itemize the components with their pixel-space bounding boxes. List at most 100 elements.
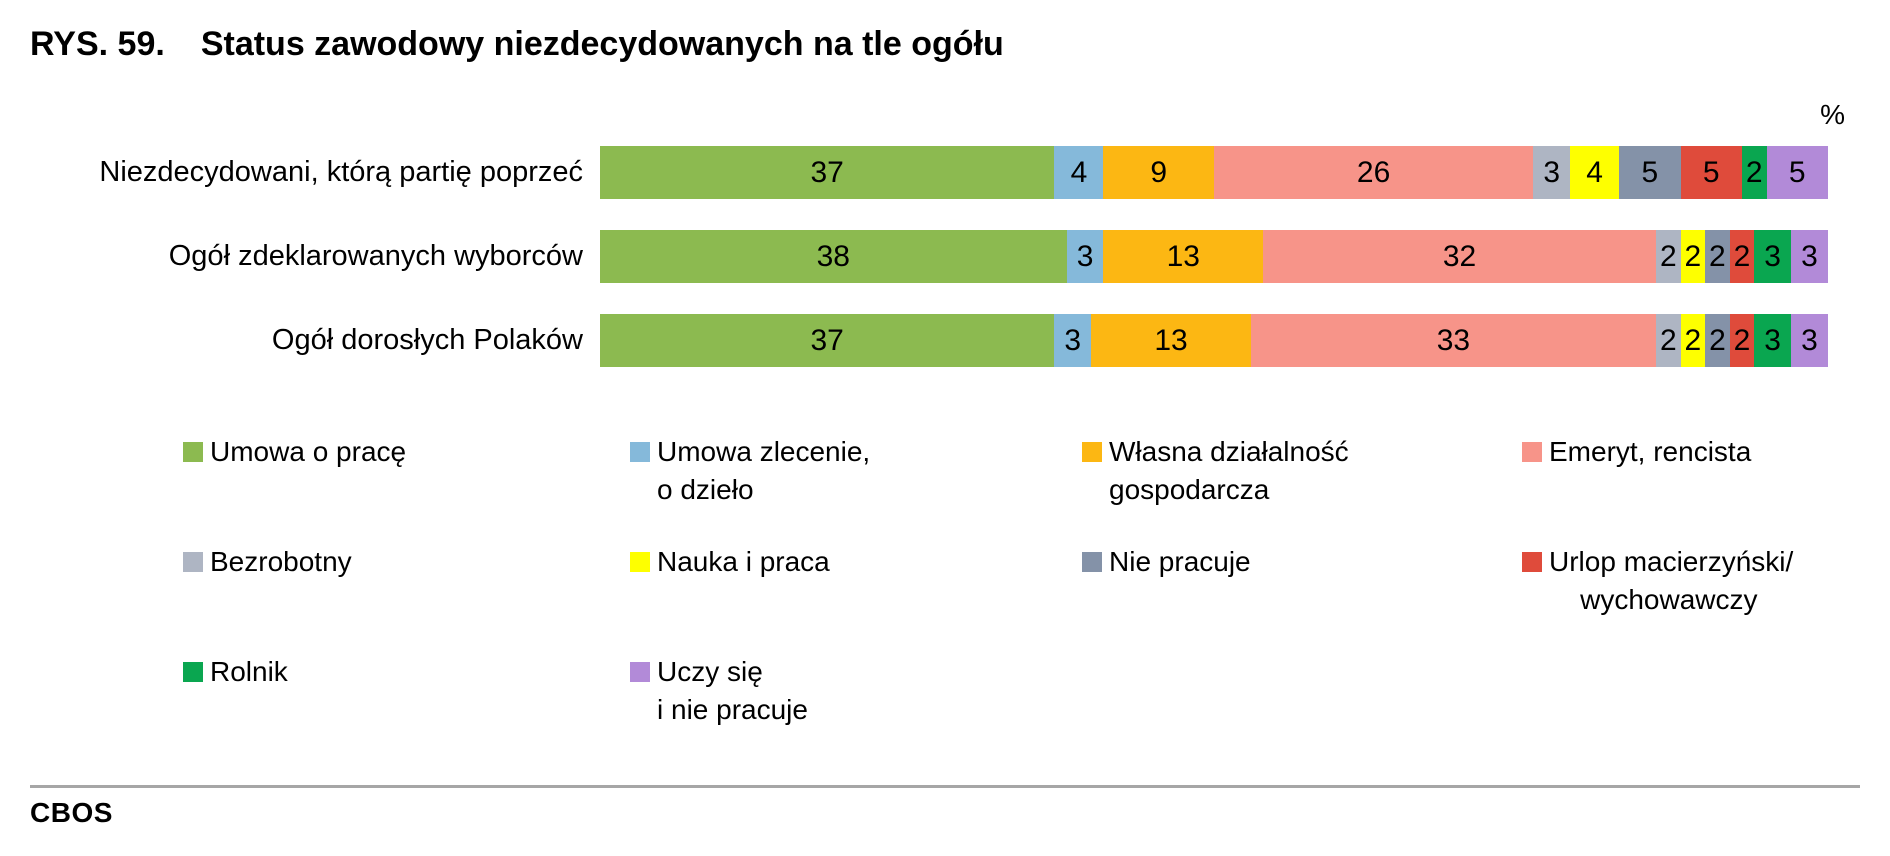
bar-row: Ogół dorosłych Polaków 37 3 13 33 2 2 2 2 3 3: [0, 314, 1890, 367]
legend-label: Własna działalność gospodarcza: [1109, 436, 1349, 505]
footer-divider: [30, 785, 1860, 788]
bar-segment: 3: [1066, 230, 1104, 283]
segment-value-label: 9: [1150, 155, 1168, 189]
bar-segment: 2: [1656, 230, 1681, 283]
legend-item: Nauka i praca: [630, 543, 1082, 581]
bar-segment: 3: [1754, 230, 1792, 283]
segment-value-label: 2: [1684, 323, 1702, 357]
bar-segment: 13: [1103, 230, 1264, 283]
legend-label: Emeryt, rencista: [1549, 436, 1752, 467]
legend-swatch: [630, 442, 650, 462]
bar-segment: 5: [1680, 146, 1742, 199]
segment-value-label: 37: [810, 323, 844, 357]
legend-swatch: [183, 442, 203, 462]
bar-segment: 37: [600, 314, 1055, 367]
legend-label: Umowa zlecenie, o dzieło: [657, 436, 871, 505]
segment-value-label: 5: [1702, 155, 1720, 189]
legend-item: Urlop macierzyński/ wychowawczy: [1522, 543, 1890, 619]
segment-value-label: 13: [1154, 323, 1188, 357]
segment-value-label: 3: [1543, 155, 1560, 189]
bar-segment: 4: [1054, 146, 1104, 199]
stacked-bar: 37 3 13 33 2 2 2 2 3 3: [600, 314, 1828, 367]
bar-segment: 3: [1054, 314, 1092, 367]
bar-segment: 38: [600, 230, 1067, 283]
figure-footer: CBOS: [0, 785, 1890, 829]
segment-value-label: 3: [1764, 323, 1781, 357]
legend-item: Uczy się i nie pracuje: [630, 653, 1082, 729]
segment-value-label: 2: [1709, 239, 1726, 273]
bar-segment: 26: [1213, 146, 1534, 199]
legend-swatch: [630, 552, 650, 572]
bar-segment: 2: [1656, 314, 1681, 367]
figure-number: RYS. 59.: [30, 25, 165, 63]
bar-segment: 2: [1680, 230, 1706, 283]
stacked-bar: 37 4 9 26 3 4 5 5 2 5: [600, 146, 1828, 199]
segment-value-label: 3: [1801, 239, 1818, 273]
bar-segment: 4: [1570, 146, 1620, 199]
legend-label: Umowa o pracę: [210, 436, 407, 467]
bar-segment: 3: [1791, 314, 1828, 367]
stacked-bar-chart: Niezdecydowani, którą partię poprzeć 37 4 9…: [0, 146, 1890, 367]
legend-label: Uczy się i nie pracuje: [657, 656, 808, 725]
legend-swatch: [183, 552, 203, 572]
segment-value-label: 2: [1709, 323, 1726, 357]
bar-segment: 2: [1680, 314, 1706, 367]
bar-segment: 2: [1729, 230, 1755, 283]
legend-swatch: [1522, 552, 1542, 572]
legend-item: Nie pracuje: [1082, 543, 1522, 581]
legend-label: Nie pracuje: [1109, 546, 1251, 577]
bar-segment: 3: [1791, 230, 1828, 283]
bar-row: Ogół zdeklarowanych wyborców 38 3 13 32 2 2 2 2 3…: [0, 230, 1890, 283]
legend-item: Rolnik: [183, 653, 630, 691]
bar-segment: 33: [1250, 314, 1657, 367]
segment-value-label: 32: [1442, 239, 1477, 273]
segment-value-label: 5: [1641, 155, 1659, 189]
segment-value-label: 3: [1764, 239, 1781, 273]
bar-segment: 3: [1754, 314, 1792, 367]
bar-row-label: Ogół zdeklarowanych wyborców: [168, 240, 583, 272]
stacked-bar: 38 3 13 32 2 2 2 2 3 3: [600, 230, 1828, 283]
bar-segment: 32: [1263, 230, 1657, 283]
axis-unit-row: %: [0, 98, 1890, 132]
segment-value-label: 13: [1166, 239, 1200, 273]
figure-header: RYS. 59. Status zawodowy niezdecydowanyc…: [0, 0, 1890, 66]
legend-item: Umowa o pracę: [183, 433, 630, 471]
bar-segment: 3: [1533, 146, 1571, 199]
segment-value-label: 3: [1076, 239, 1094, 273]
chart-legend: Umowa o pracę Umowa zlecenie, o dzieło Wła…: [183, 433, 1890, 729]
bar-row-label: Ogół dorosłych Polaków: [271, 324, 583, 356]
segment-value-label: 4: [1586, 155, 1603, 189]
legend-swatch: [630, 662, 650, 682]
segment-value-label: 37: [810, 155, 844, 189]
legend-swatch: [1082, 552, 1102, 572]
segment-value-label: 5: [1788, 155, 1806, 189]
bar-segment: 9: [1103, 146, 1214, 199]
legend-item: Bezrobotny: [183, 543, 630, 581]
bar-segment: 2: [1705, 230, 1730, 283]
bar-row-label: Niezdecydowani, którą partię poprzeć: [99, 156, 583, 188]
segment-value-label: 2: [1745, 155, 1763, 189]
segment-value-label: 2: [1733, 323, 1751, 357]
bar-segment: 5: [1766, 146, 1828, 199]
segment-value-label: 33: [1436, 323, 1471, 357]
bar-segment: 5: [1619, 146, 1681, 199]
segment-value-label: 38: [816, 239, 850, 273]
cbos-logo: CBOS: [30, 797, 113, 828]
bar-row: Niezdecydowani, którą partię poprzeć 37 4 9…: [0, 146, 1890, 199]
bar-segment: 13: [1091, 314, 1251, 367]
legend-label: Rolnik: [210, 656, 288, 687]
segment-value-label: 2: [1684, 239, 1702, 273]
bar-segment: 2: [1705, 314, 1730, 367]
legend-item: Umowa zlecenie, o dzieło: [630, 433, 1082, 509]
figure-title: Status zawodowy niezdecydowanych na tle …: [200, 25, 1004, 63]
segment-value-label: 26: [1356, 155, 1391, 189]
legend-label: Bezrobotny: [210, 546, 352, 577]
segment-value-label: 2: [1659, 239, 1677, 273]
legend-swatch: [1522, 442, 1542, 462]
bar-segment: 2: [1729, 314, 1755, 367]
segment-value-label: 4: [1070, 155, 1088, 189]
bar-segment: 37: [600, 146, 1055, 199]
segment-value-label: 3: [1801, 323, 1818, 357]
legend-label: Nauka i praca: [657, 546, 830, 577]
legend-swatch: [183, 662, 203, 682]
